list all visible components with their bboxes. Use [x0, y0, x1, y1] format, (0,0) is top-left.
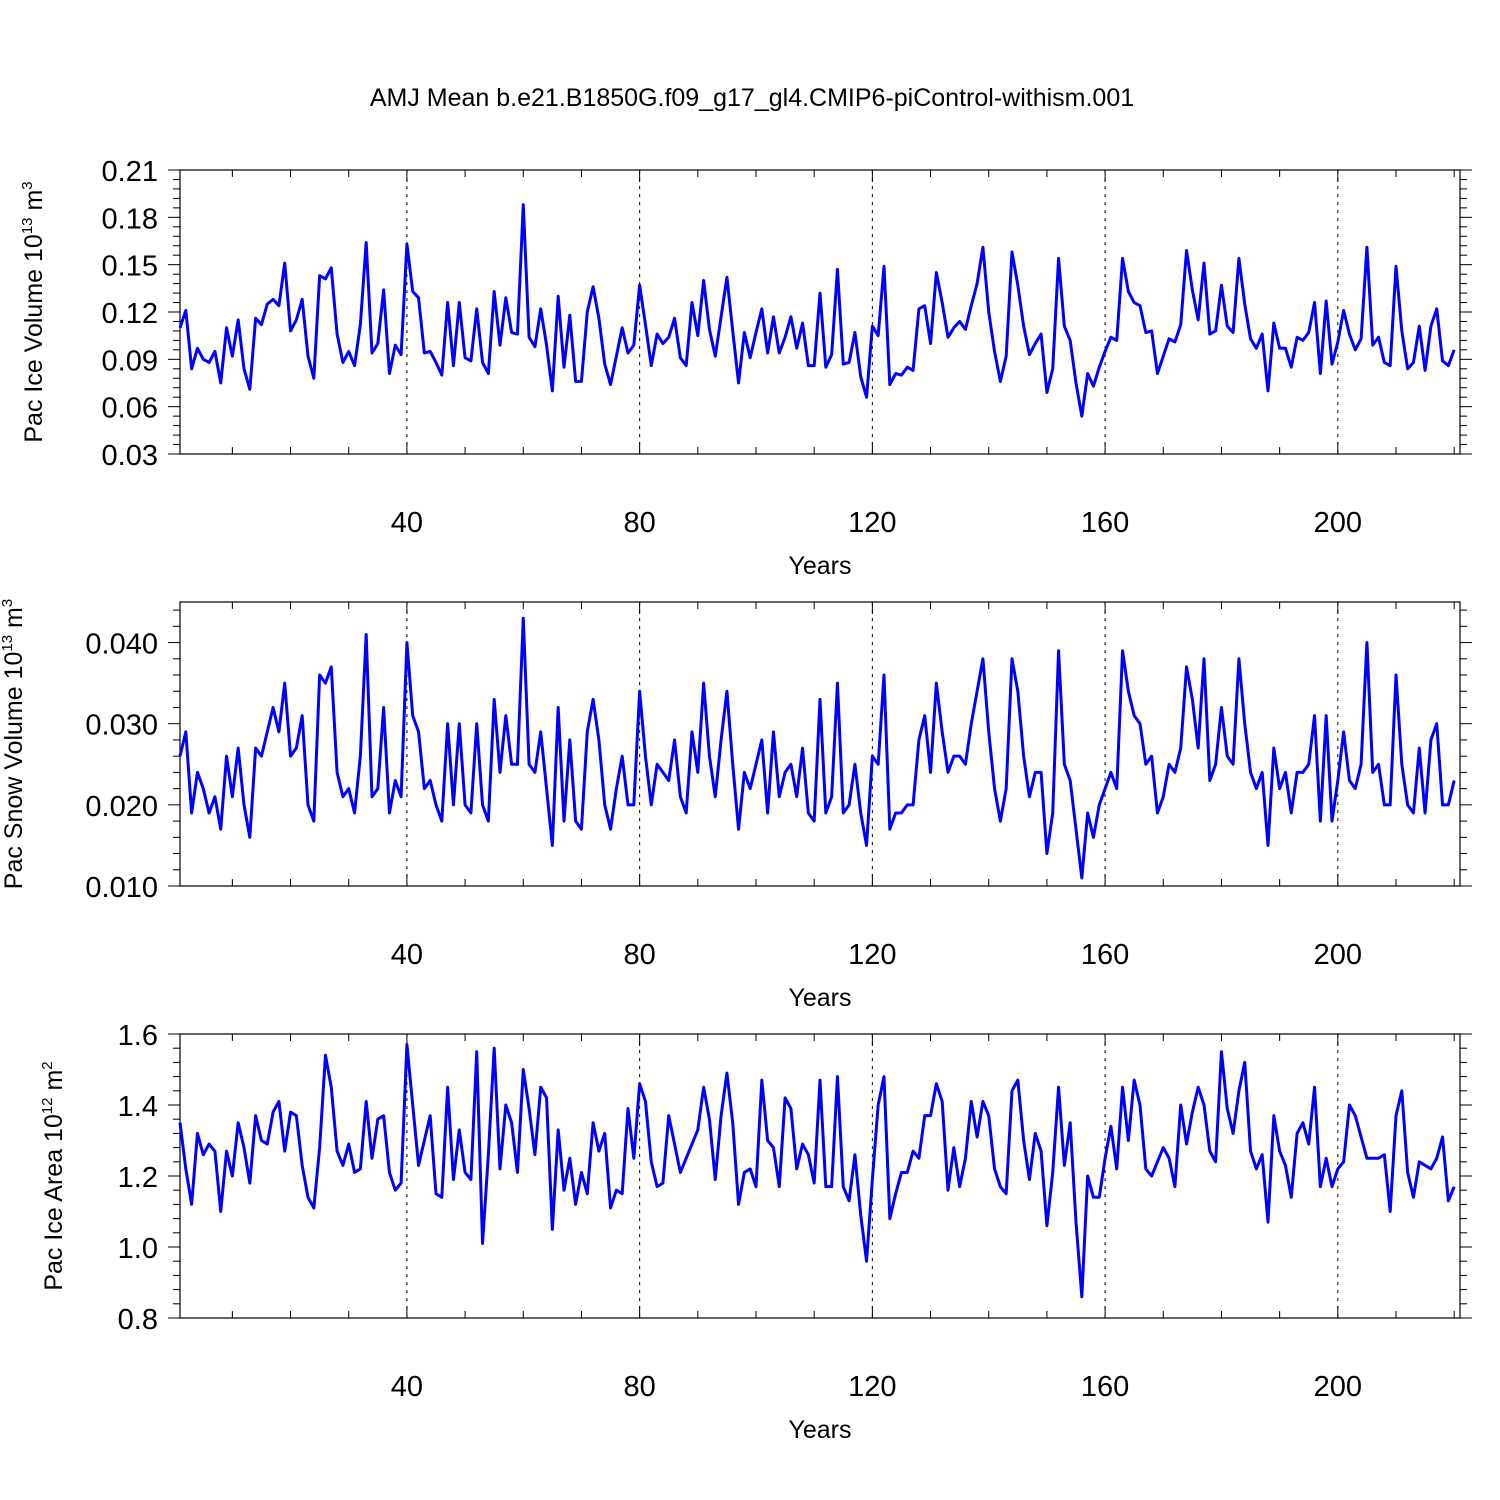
snow-volume-x-axis-label: Years — [788, 984, 851, 1012]
ice-volume-y-tick-label: 0.09 — [102, 345, 158, 377]
snow-volume-series-line — [178, 616, 1456, 880]
ice-volume-y-tick-label: 0.21 — [102, 156, 158, 188]
ice-area-plot-frame — [179, 1033, 1461, 1319]
ice-area-y-tick-label: 1.4 — [118, 1091, 158, 1123]
snow-volume-y-axis-label: Pac Snow Volume 1013 m3 — [0, 599, 28, 889]
panel-ice-area: 40 80 120 160 200 0.8 1.0 1.2 1.4 1.6 Years Pac Ice… — [39, 1020, 1472, 1444]
ice-area-y-tick-label: 0.8 — [118, 1304, 158, 1336]
ice-volume-x-tick-label: 200 — [1314, 507, 1362, 539]
ice-area-x-tick-label: 40 — [391, 1371, 423, 1403]
ice-area-x-axis-label: Years — [788, 1416, 851, 1444]
ice-volume-series-line — [178, 203, 1456, 418]
ice-area-y-tick-label: 1.6 — [118, 1020, 158, 1052]
ice-area-x-tick-label: 80 — [624, 1371, 656, 1403]
snow-volume-x-tick-label: 40 — [391, 939, 423, 971]
snow-volume-x-tick-label: 80 — [624, 939, 656, 971]
ice-volume-y-tick-label: 0.12 — [102, 298, 158, 330]
snow-volume-y-tick-label: 0.040 — [85, 629, 158, 661]
ice-area-y-axis-label: Pac Ice Area 1012 m2 — [39, 1061, 68, 1290]
snow-volume-x-tick-label: 200 — [1314, 939, 1362, 971]
panel-ice-volume: 40 80 120 160 200 0.03 0.06 0.09 0.12 0.15 0.18 0.2… — [19, 156, 1472, 580]
ice-volume-y-tick-label: 0.15 — [102, 251, 158, 283]
ice-area-x-tick-label: 160 — [1081, 1371, 1129, 1403]
panel-snow-volume: 40 80 120 160 200 0.010 0.020 0.030 0.040 Years Pa… — [0, 599, 1472, 1012]
ice-volume-x-tick-label: 80 — [624, 507, 656, 539]
ice-volume-x-tick-label: 160 — [1081, 507, 1129, 539]
ice-volume-x-axis-label: Years — [788, 552, 851, 580]
ice-area-y-tick-label: 1.0 — [118, 1233, 158, 1265]
snow-volume-y-tick-label: 0.010 — [85, 872, 158, 904]
ice-volume-y-tick-label: 0.03 — [102, 440, 158, 472]
snow-volume-x-tick-label: 120 — [848, 939, 896, 971]
ice-area-x-tick-label: 200 — [1314, 1371, 1362, 1403]
ice-volume-plot-frame — [179, 169, 1461, 455]
ice-area-series-line — [178, 1043, 1456, 1299]
ice-volume-y-tick-label: 0.06 — [102, 393, 158, 425]
chart-title: AMJ Mean b.e21.B1850G.f09_g17_gl4.CMIP6-… — [370, 84, 1134, 112]
ice-volume-x-tick-label: 40 — [391, 507, 423, 539]
snow-volume-y-tick-label: 0.030 — [85, 710, 158, 742]
ice-area-y-tick-label: 1.2 — [118, 1162, 158, 1194]
ice-volume-x-tick-label: 120 — [848, 507, 896, 539]
snow-volume-x-tick-label: 160 — [1081, 939, 1129, 971]
ice-volume-y-tick-label: 0.18 — [102, 203, 158, 235]
snow-volume-y-tick-label: 0.020 — [85, 791, 158, 823]
snow-volume-plot-frame — [179, 601, 1461, 887]
ice-volume-y-axis-label: Pac Ice Volume 1013 m3 — [19, 181, 48, 442]
ice-area-x-tick-label: 120 — [848, 1371, 896, 1403]
